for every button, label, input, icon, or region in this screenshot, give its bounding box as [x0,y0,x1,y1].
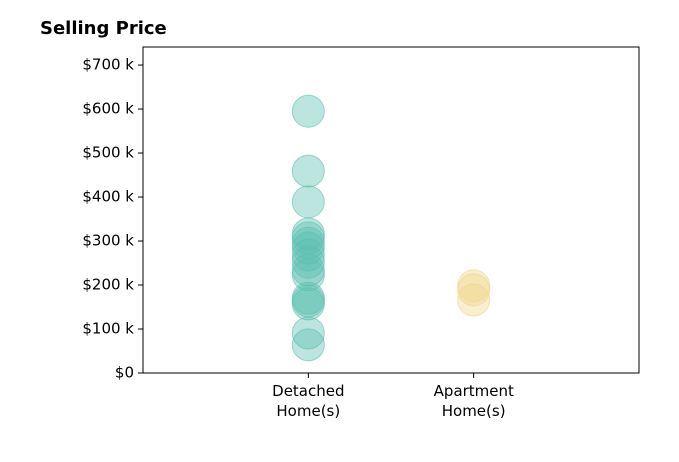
y-tick-label: $700 k [82,56,134,74]
y-tick-label: $100 k [82,320,134,338]
y-tick-label: $0 [115,364,134,382]
chart-title: Selling Price [40,18,167,39]
y-tick-label: $300 k [82,232,134,250]
y-tick-label: $200 k [82,276,134,294]
point [291,154,325,188]
point [291,316,325,350]
point [291,238,325,272]
point [457,273,491,307]
point [457,283,491,317]
y-tick-label: $400 k [82,188,134,206]
point [291,258,325,292]
y-tick-label: $600 k [82,100,134,118]
x-tick-label: Detached Home(s) [272,382,345,420]
point [291,253,325,287]
y-tick-label: $500 k [82,144,134,162]
point [291,287,325,321]
point [291,94,325,128]
point [291,328,325,362]
plot-frame [142,46,640,374]
point [291,185,325,219]
x-tick-label: Apartment Home(s) [433,382,514,420]
point [291,245,325,279]
